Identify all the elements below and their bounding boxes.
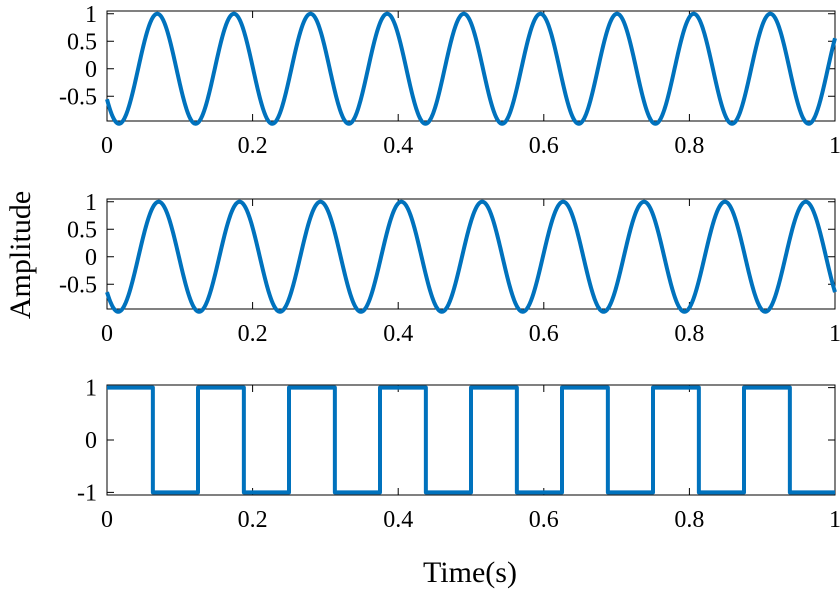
axes-frame-2 xyxy=(106,198,836,310)
x-tick-label: 0.6 xyxy=(529,133,559,159)
y-tick-label: 1 xyxy=(85,2,97,28)
y-tick-label: 1 xyxy=(85,376,97,402)
y-tick-label: 0.5 xyxy=(67,217,97,243)
y-tick-label: 0 xyxy=(85,428,97,454)
x-tick-label: 0.8 xyxy=(674,321,704,347)
subplot-3: 0 0.2 0.4 0.6 0.8 110-1 xyxy=(77,376,840,533)
y-tick-label: 0 xyxy=(85,57,97,83)
x-tick-label: 0 xyxy=(101,507,113,533)
axes-frame-1 xyxy=(106,10,836,122)
x-tick-label: 0.2 xyxy=(238,321,268,347)
y-tick-label: 0 xyxy=(85,245,97,271)
y-axis-label: Amplitude xyxy=(4,191,37,319)
y-tick-label: 1 xyxy=(85,190,97,216)
y-tick-label: -0.5 xyxy=(59,84,97,110)
y-tick-label: 0.5 xyxy=(67,29,97,55)
y-tick-label: -1 xyxy=(77,480,97,506)
x-tick-label: 0.2 xyxy=(238,133,268,159)
x-tick-label: 0.4 xyxy=(383,507,413,533)
x-tick-label: 0 xyxy=(101,133,113,159)
series-line-3-1 xyxy=(107,385,835,495)
x-tick-label: 0.6 xyxy=(529,321,559,347)
x-tick-label: 0.2 xyxy=(238,507,268,533)
x-tick-label: 0.4 xyxy=(383,321,413,347)
subplot-2: 0 0.2 0.4 0.6 0.8 110.50-0.5 xyxy=(59,190,840,347)
subplot-1: 0 0.2 0.4 0.6 0.8 110.50-0.5 xyxy=(59,2,840,159)
x-axis-label: Time(s) xyxy=(423,556,517,589)
series-line-1-1 xyxy=(105,11,837,126)
x-tick-label: 0.4 xyxy=(383,133,413,159)
x-tick-label: 1 xyxy=(829,507,840,533)
y-tick-label: -0.5 xyxy=(59,272,97,298)
x-tick-label: 0 xyxy=(101,321,113,347)
x-tick-label: 0.6 xyxy=(529,507,559,533)
x-tick-label: 0.8 xyxy=(674,507,704,533)
series-line-2-1 xyxy=(105,199,837,314)
x-tick-label: 1 xyxy=(829,133,840,159)
x-tick-label: 1 xyxy=(829,321,840,347)
x-tick-label: 0.8 xyxy=(674,133,704,159)
